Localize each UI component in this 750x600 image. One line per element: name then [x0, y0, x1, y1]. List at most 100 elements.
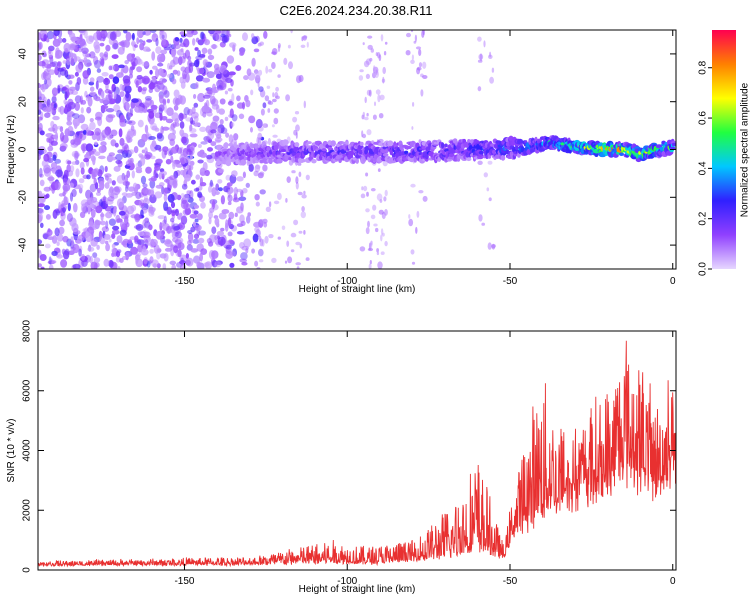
noise-blob	[119, 114, 125, 124]
noise-blob	[196, 261, 202, 269]
noise-blob	[70, 57, 75, 66]
noise-blob	[277, 192, 282, 200]
noise-blob	[231, 170, 238, 177]
noise-blob	[413, 40, 417, 44]
noise-blob	[377, 168, 381, 173]
noise-blob	[478, 214, 483, 222]
ridge-blob	[301, 159, 306, 163]
noise-blob	[93, 257, 101, 263]
noise-blob	[243, 238, 251, 248]
noise-blob	[260, 108, 265, 116]
noise-blob	[185, 253, 189, 259]
noise-blob	[209, 179, 213, 187]
y-tick-label: 20	[18, 96, 29, 108]
noise-blob	[91, 168, 98, 178]
noise-blob	[301, 194, 307, 199]
noise-blob	[87, 205, 91, 215]
ridge-blob	[306, 141, 312, 145]
noise-blob	[487, 160, 493, 165]
noise-blob	[142, 86, 148, 92]
noise-blob	[78, 187, 83, 194]
noise-blob	[106, 134, 113, 140]
noise-blob	[489, 76, 494, 84]
noise-blob	[188, 128, 197, 133]
noise-blob	[163, 187, 168, 196]
noise-blob	[38, 118, 41, 124]
noise-blob	[124, 120, 133, 124]
noise-blob	[151, 140, 157, 148]
noise-blob	[62, 86, 67, 91]
colorbar-tick-label: 0.6	[698, 111, 709, 125]
noise-blob	[243, 75, 249, 81]
noise-blob	[39, 179, 45, 187]
noise-blob	[183, 154, 189, 164]
noise-blob	[239, 242, 245, 249]
noise-blob	[202, 111, 207, 118]
noise-blob	[58, 193, 64, 197]
noise-blob	[74, 137, 81, 146]
noise-blob	[170, 209, 178, 214]
noise-blob	[125, 193, 133, 198]
ridge-blob	[259, 159, 264, 164]
noise-blob	[221, 80, 227, 88]
noise-blob	[292, 116, 298, 123]
noise-blob	[359, 246, 366, 252]
noise-blob	[232, 248, 238, 257]
noise-blob	[192, 238, 200, 244]
noise-blob	[58, 226, 65, 235]
noise-blob	[67, 202, 71, 212]
noise-blob	[198, 54, 206, 58]
noise-blob	[100, 104, 109, 109]
noise-blob	[148, 136, 156, 140]
noise-blob	[113, 207, 117, 217]
noise-blob	[62, 177, 68, 186]
noise-blob	[104, 89, 111, 94]
noise-blob	[94, 151, 101, 156]
noise-blob	[422, 75, 428, 79]
noise-blob	[64, 91, 68, 101]
noise-blob	[135, 166, 143, 171]
noise-blob	[411, 126, 414, 130]
noise-blob	[229, 240, 235, 245]
noise-blob	[112, 76, 120, 84]
noise-blob	[76, 77, 82, 85]
noise-blob	[172, 69, 178, 75]
noise-blob	[159, 182, 165, 187]
noise-blob	[194, 59, 200, 68]
noise-blob	[180, 193, 185, 199]
noise-blob	[47, 236, 55, 241]
noise-blob	[54, 158, 61, 164]
noise-blob	[186, 32, 194, 38]
noise-blob	[305, 257, 310, 261]
noise-blob	[173, 43, 181, 50]
noise-blob	[203, 262, 210, 267]
noise-blob	[181, 136, 187, 144]
noise-blob	[54, 66, 59, 76]
noise-blob	[105, 175, 109, 181]
noise-blob	[110, 139, 117, 147]
noise-blob	[247, 212, 251, 217]
noise-blob	[111, 180, 116, 186]
noise-blob	[377, 261, 383, 269]
noise-blob	[422, 61, 427, 69]
noise-blob	[71, 222, 79, 233]
noise-blob	[481, 222, 486, 226]
noise-blob	[224, 116, 229, 122]
noise-blob	[52, 38, 61, 48]
noise-blob	[144, 154, 151, 160]
noise-blob	[43, 79, 48, 85]
noise-blob	[81, 203, 86, 213]
colorbar-tick-label: 0.8	[698, 60, 709, 74]
noise-blob	[72, 263, 81, 269]
noise-blob	[167, 132, 176, 142]
noise-blob	[157, 68, 164, 76]
noise-blob	[368, 242, 373, 249]
noise-blob	[175, 163, 183, 168]
noise-blob	[296, 266, 300, 269]
noise-blob	[273, 200, 280, 205]
ridge-blob	[389, 148, 393, 156]
noise-blob	[297, 191, 303, 196]
noise-blob	[415, 46, 422, 50]
noise-blob	[55, 169, 63, 178]
noise-blob	[61, 38, 67, 43]
